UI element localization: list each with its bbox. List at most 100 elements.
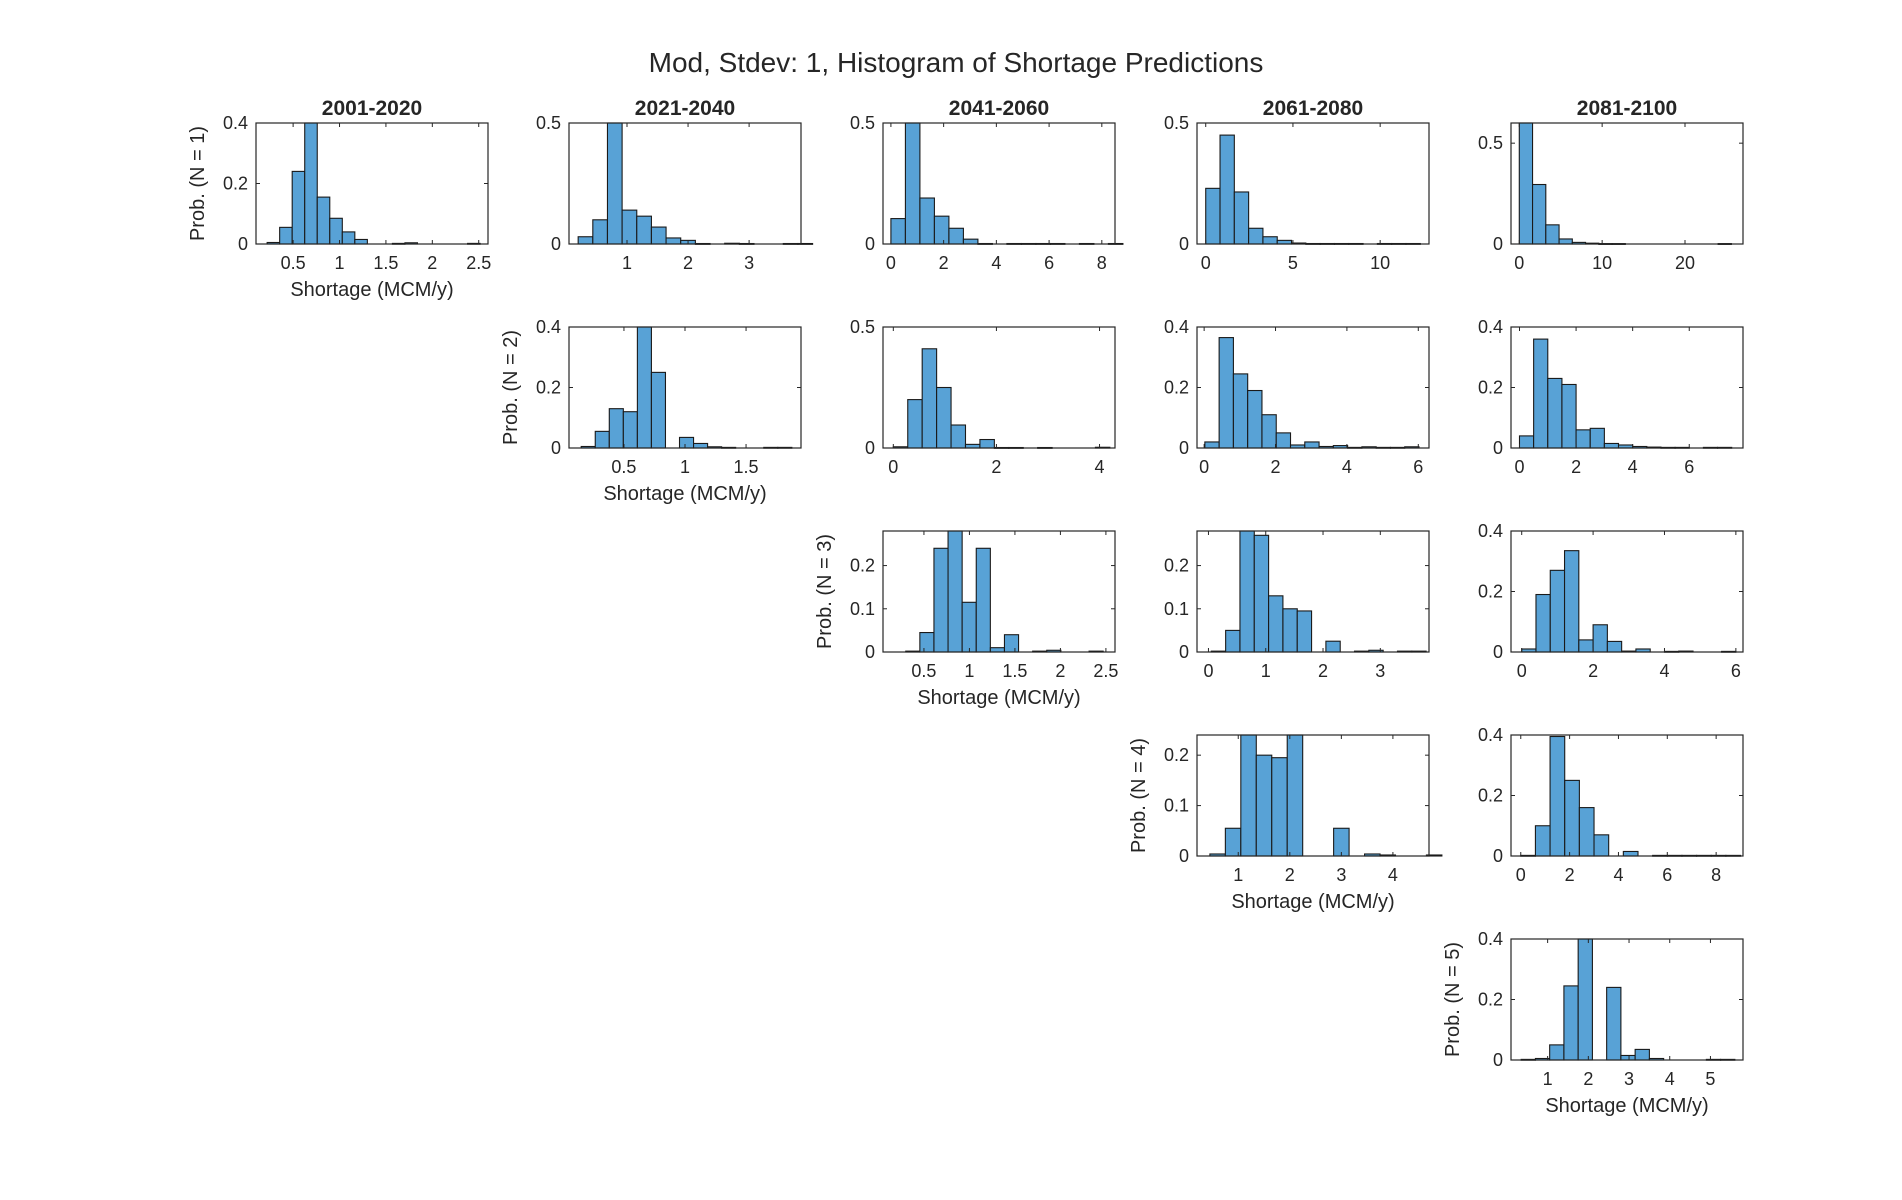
x-tick-label: 6 bbox=[1684, 457, 1694, 477]
histogram-bar bbox=[1534, 825, 1551, 857]
histogram-bar bbox=[1531, 183, 1547, 245]
histogram-bar bbox=[919, 631, 935, 653]
x-tick-label: 3 bbox=[1375, 661, 1385, 681]
x-axis-label: Shortage (MCM/y) bbox=[603, 483, 766, 505]
histogram-bar bbox=[636, 215, 652, 245]
histogram-bar bbox=[1218, 337, 1234, 449]
histogram-bar bbox=[1253, 534, 1270, 653]
y-tick-label: 0 bbox=[865, 642, 875, 662]
x-tick-label: 2 bbox=[1571, 457, 1581, 477]
histogram-bar bbox=[1558, 238, 1573, 245]
y-tick-label: 0.1 bbox=[1164, 599, 1189, 619]
x-tick-label: 0.5 bbox=[281, 253, 306, 273]
histogram-bar bbox=[1589, 427, 1605, 449]
axes-box bbox=[1196, 530, 1430, 653]
y-axis-label: Prob. (N = 3) bbox=[814, 534, 836, 649]
histogram-bar bbox=[304, 122, 318, 245]
y-tick-label: 0 bbox=[865, 438, 875, 458]
x-tick-label: 0 bbox=[1201, 253, 1211, 273]
y-tick-label: 0 bbox=[551, 438, 561, 458]
histogram-bar bbox=[1271, 757, 1288, 857]
x-tick-label: 3 bbox=[1336, 865, 1346, 885]
histogram-bar bbox=[904, 122, 921, 245]
histogram-panel-r4-c4: 1 2 3 4 0 0.1 0.2 Prob. (N = 4) Shortage (MCM/y) bbox=[1128, 734, 1443, 913]
histogram-bar bbox=[1239, 530, 1255, 653]
y-tick-label: 0.4 bbox=[1164, 317, 1189, 337]
x-tick-label: 2 bbox=[1055, 661, 1065, 681]
y-tick-label: 0.2 bbox=[223, 174, 248, 194]
histogram-panel-r2-c5: 0 2 4 6 0 0.2 0.4 bbox=[1478, 317, 1744, 477]
x-tick-label: 2 bbox=[1271, 457, 1281, 477]
y-tick-label: 0.1 bbox=[1164, 796, 1189, 816]
x-tick-label: 10 bbox=[1592, 253, 1612, 273]
histogram-bar bbox=[1282, 608, 1298, 653]
x-tick-label: 4 bbox=[1665, 1069, 1675, 1089]
histogram-bar bbox=[594, 430, 610, 449]
histogram-bar bbox=[665, 237, 682, 245]
y-axis-label: Prob. (N = 4) bbox=[1128, 738, 1150, 853]
x-tick-label: 1 bbox=[1543, 1069, 1553, 1089]
x-tick-label: 4 bbox=[1613, 865, 1623, 885]
x-tick-label: 4 bbox=[1095, 457, 1105, 477]
x-tick-label: 2 bbox=[1583, 1069, 1593, 1089]
histogram-bar bbox=[1634, 1048, 1650, 1061]
histogram-bar bbox=[692, 442, 709, 449]
histogram-bar bbox=[919, 197, 935, 245]
histogram-bar bbox=[1325, 640, 1341, 653]
histogram-bar bbox=[947, 530, 963, 653]
y-axis-label: Prob. (N = 1) bbox=[187, 126, 209, 241]
histogram-bar bbox=[1593, 834, 1610, 857]
x-tick-label: 2 bbox=[427, 253, 437, 273]
x-tick-label: 2 bbox=[1318, 661, 1328, 681]
y-tick-label: 0 bbox=[865, 234, 875, 254]
axes-box bbox=[1510, 122, 1744, 245]
x-tick-label: 0.5 bbox=[611, 457, 636, 477]
histogram-bar bbox=[936, 386, 952, 449]
histogram-bar bbox=[1247, 389, 1263, 449]
x-tick-label: 20 bbox=[1675, 253, 1695, 273]
histogram-panel-r1-c3: 0 2 4 6 8 0 0.5 bbox=[850, 113, 1124, 273]
x-tick-label: 4 bbox=[991, 253, 1001, 273]
x-tick-label: 4 bbox=[1388, 865, 1398, 885]
histogram-bar bbox=[606, 122, 623, 245]
histogram-bar bbox=[1304, 441, 1320, 449]
x-tick-label: 0 bbox=[1514, 457, 1524, 477]
y-tick-label: 0.4 bbox=[223, 113, 248, 133]
histogram-bar bbox=[622, 411, 638, 449]
histogram-bar bbox=[1578, 639, 1594, 653]
histogram-bar bbox=[1575, 429, 1591, 449]
axes-box bbox=[882, 122, 1116, 245]
histogram-bar bbox=[1248, 227, 1264, 245]
histogram-panels: 0.5 1 1.5 2 2.5 0 0.2 0.4 Prob. (N = 1) Shortage … bbox=[187, 113, 1744, 1117]
histogram-panel-r4-c5: 0 2 4 6 8 0 0.2 0.4 bbox=[1478, 725, 1744, 885]
x-tick-label: 6 bbox=[1413, 457, 1423, 477]
x-tick-label: 6 bbox=[1662, 865, 1672, 885]
x-axis-label: Shortage (MCM/y) bbox=[1231, 891, 1394, 913]
histogram-bar bbox=[636, 326, 652, 449]
histogram-bar bbox=[907, 399, 923, 449]
histogram-bar bbox=[1518, 435, 1535, 449]
y-tick-label: 0 bbox=[1493, 1050, 1503, 1070]
axes-box bbox=[882, 326, 1116, 449]
histogram-panel-r5-c5: 1 2 3 4 5 0 0.2 0.4 Prob. (N = 5) Shortage (MCM/y… bbox=[1442, 929, 1744, 1117]
x-tick-label: 6 bbox=[1731, 661, 1741, 681]
x-tick-label: 3 bbox=[1624, 1069, 1634, 1089]
y-tick-label: 0 bbox=[1179, 846, 1189, 866]
y-tick-label: 0.2 bbox=[1478, 786, 1503, 806]
histogram-bar bbox=[621, 209, 638, 245]
x-tick-label: 3 bbox=[744, 253, 754, 273]
y-axis-label: Prob. (N = 2) bbox=[500, 330, 522, 445]
histogram-panel-r1-c2: 1 2 3 0 0.5 bbox=[536, 113, 814, 273]
histogram-bar bbox=[1606, 986, 1622, 1061]
x-tick-label: 2.5 bbox=[1093, 661, 1118, 681]
histogram-bar bbox=[1535, 593, 1551, 653]
x-tick-label: 2 bbox=[683, 253, 693, 273]
column-title-2081-2100: 2081-2100 bbox=[1577, 97, 1677, 120]
histogram-bar bbox=[1205, 187, 1221, 245]
histogram-bar bbox=[1275, 432, 1292, 449]
histogram-panel-r3-c4: 0 1 2 3 0 0.1 0.2 bbox=[1164, 530, 1430, 681]
y-tick-label: 0.2 bbox=[1478, 990, 1503, 1010]
x-tick-label: 5 bbox=[1288, 253, 1298, 273]
y-tick-label: 0 bbox=[1493, 234, 1503, 254]
x-tick-label: 1 bbox=[335, 253, 345, 273]
